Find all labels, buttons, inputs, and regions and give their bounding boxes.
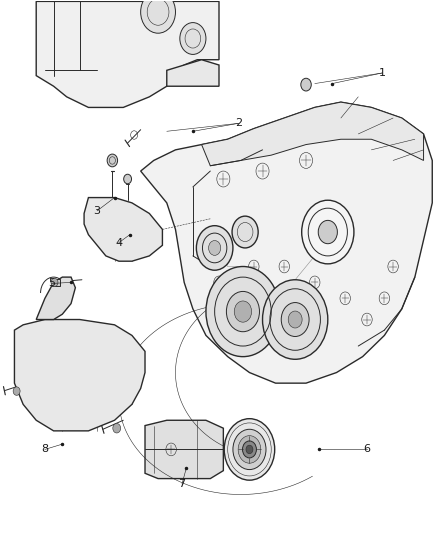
Polygon shape xyxy=(145,420,223,479)
Circle shape xyxy=(124,174,131,184)
Polygon shape xyxy=(167,60,219,86)
Circle shape xyxy=(224,419,275,480)
Circle shape xyxy=(234,301,252,322)
Circle shape xyxy=(206,266,280,357)
Polygon shape xyxy=(36,2,219,108)
Text: 3: 3 xyxy=(94,206,101,216)
Text: 6: 6 xyxy=(364,445,371,455)
Text: 8: 8 xyxy=(41,445,49,455)
Polygon shape xyxy=(201,102,424,166)
Circle shape xyxy=(233,429,266,470)
Circle shape xyxy=(301,78,311,91)
Circle shape xyxy=(232,216,258,248)
Circle shape xyxy=(226,292,259,332)
Text: 2: 2 xyxy=(235,118,242,128)
Bar xyxy=(52,279,60,286)
Polygon shape xyxy=(14,319,145,431)
Polygon shape xyxy=(36,277,75,319)
Circle shape xyxy=(180,22,206,54)
Circle shape xyxy=(208,240,221,255)
Circle shape xyxy=(318,220,337,244)
Text: 1: 1 xyxy=(379,68,386,78)
Circle shape xyxy=(196,225,233,270)
Circle shape xyxy=(107,154,117,167)
Circle shape xyxy=(51,278,58,287)
Polygon shape xyxy=(141,102,432,383)
Text: 4: 4 xyxy=(115,238,123,248)
Text: 5: 5 xyxy=(48,278,55,288)
Circle shape xyxy=(113,423,120,433)
Circle shape xyxy=(281,303,309,336)
Polygon shape xyxy=(84,198,162,261)
Circle shape xyxy=(288,311,302,328)
Circle shape xyxy=(302,200,354,264)
Circle shape xyxy=(238,435,261,463)
Circle shape xyxy=(262,280,328,359)
Circle shape xyxy=(246,445,253,454)
Circle shape xyxy=(13,387,20,395)
Text: 7: 7 xyxy=(178,479,186,489)
Circle shape xyxy=(141,0,176,33)
Circle shape xyxy=(243,441,256,458)
